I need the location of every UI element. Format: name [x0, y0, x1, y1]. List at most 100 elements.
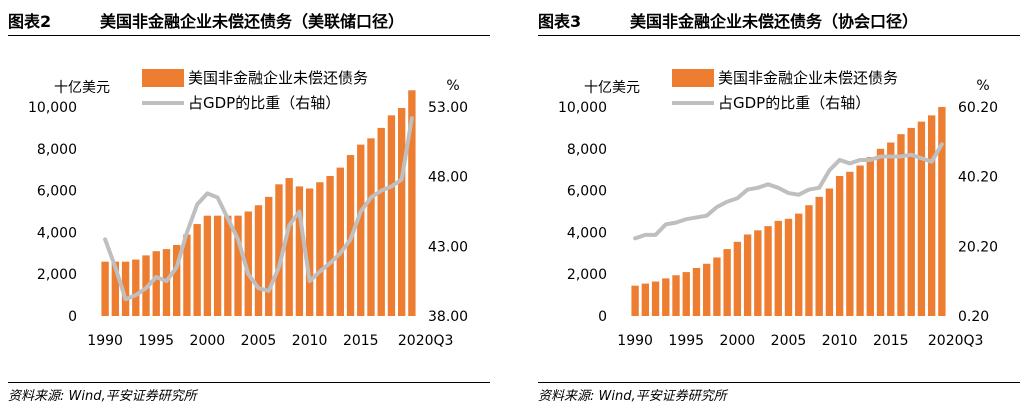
figure-header: 图表2 美国非金融企业未偿还债务（美联储口径）	[8, 8, 490, 32]
bar	[193, 224, 201, 316]
bar	[224, 215, 232, 316]
bar	[703, 263, 711, 316]
y-tick-label-left: 0	[68, 309, 77, 325]
bar	[203, 215, 212, 316]
chart-title: 美国非金融企业未偿还债务（美联储口径）	[100, 12, 405, 31]
y-tick-label-left: 4,000	[567, 225, 607, 241]
bar	[795, 213, 803, 316]
bar	[651, 281, 660, 316]
legend-label-bar: 美国非金融企业未偿还债务	[188, 69, 368, 87]
bar	[408, 90, 416, 316]
bar	[825, 188, 834, 316]
bar	[662, 278, 670, 316]
bar	[774, 220, 782, 316]
y-tick-label-right: 48.00	[428, 170, 468, 186]
figure-header: 图表3 美国非金融企业未偿还债务（协会口径）	[538, 8, 1020, 32]
top-rule	[8, 35, 490, 36]
bar	[856, 165, 864, 316]
series-line	[633, 142, 944, 241]
bar	[387, 115, 396, 316]
series-line	[103, 116, 414, 302]
bar	[244, 211, 252, 316]
bar	[692, 267, 701, 316]
bar	[938, 107, 946, 316]
y-tick-label-right: 60.20	[958, 100, 998, 116]
bar	[917, 121, 926, 316]
y-tick-label-right: 38.00	[428, 309, 468, 325]
bar	[234, 215, 242, 316]
x-tick-label: 2015	[343, 333, 379, 349]
bar	[897, 134, 905, 316]
bar	[377, 127, 385, 317]
y-axis-right-label: %	[446, 78, 459, 94]
bar	[672, 275, 680, 316]
bar	[397, 108, 406, 316]
chart-svg: 十亿美元 % 0 2,000 4,000 6,000 8,000 10,000 38.00 43.…	[28, 69, 468, 349]
y-tick-label-left: 2,000	[567, 267, 607, 283]
bar	[357, 144, 365, 316]
bar	[121, 261, 130, 316]
y-tick-label-left: 10,000	[558, 100, 607, 116]
x-tick-label: 1990	[617, 333, 653, 349]
y-tick-label-right: 20.20	[958, 239, 998, 255]
x-tick-label: 2000	[720, 333, 756, 349]
y-tick-label-left: 4,000	[37, 225, 77, 241]
source-note: 资料来源: Wind,平安证券研究所	[538, 389, 727, 404]
bar	[265, 196, 273, 316]
x-tick-label: 2020Q3	[398, 333, 454, 349]
y-tick-label-right: 43.00	[428, 239, 468, 255]
y-tick-label-right: 53.00	[428, 100, 468, 116]
bar	[846, 171, 854, 316]
bar	[326, 175, 334, 316]
bar	[213, 215, 222, 316]
bar	[254, 205, 263, 316]
bar	[723, 249, 731, 316]
legend-swatch-bar	[142, 69, 184, 87]
bar	[152, 251, 160, 316]
x-tick-label: 2000	[190, 333, 226, 349]
y-tick-label-left: 6,000	[37, 184, 77, 200]
x-tick-label: 1995	[138, 333, 174, 349]
bar	[285, 178, 293, 316]
x-tick-label: 2005	[241, 333, 277, 349]
bar	[183, 234, 191, 316]
legend-label-line: 占GDP的比重（右轴）	[188, 94, 340, 112]
bar	[641, 283, 650, 316]
y-tick-label-left: 8,000	[567, 142, 607, 158]
bar	[784, 218, 793, 316]
bar	[713, 257, 721, 316]
bar	[815, 196, 823, 316]
y-tick-label-left: 2,000	[37, 267, 77, 283]
bar	[295, 186, 304, 316]
bar	[733, 241, 742, 316]
chart-panel-right: 图表3 美国非金融企业未偿还债务（协会口径） 十亿美元% 0 2,000 4,000 6…	[530, 0, 1020, 420]
y-tick-label-right: 40.20	[958, 170, 998, 186]
bar	[631, 285, 639, 316]
bottom-rule	[538, 382, 1020, 383]
chart-panel-left: 图表2 美国非金融企业未偿还债务（美联储口径） 十亿美元% 0 2,000 4,000…	[0, 0, 490, 420]
bar	[743, 234, 752, 316]
bar	[101, 261, 109, 316]
x-tick-label: 2010	[292, 333, 328, 349]
bar	[754, 230, 762, 316]
bar	[367, 138, 375, 316]
x-tick-label: 2020Q3	[928, 333, 984, 349]
x-tick-label: 2005	[771, 333, 807, 349]
bar	[876, 148, 885, 316]
chart-svg: 十亿美元 % 0 2,000 4,000 6,000 8,000 10,000 0.20 20.2…	[558, 69, 998, 349]
figure-number: 图表2	[8, 12, 52, 31]
bar	[173, 244, 181, 316]
bar	[805, 205, 813, 316]
legend-swatch-bar	[672, 69, 714, 87]
y-tick-label-left: 6,000	[567, 184, 607, 200]
bar	[111, 261, 120, 316]
x-tick-label: 2015	[873, 333, 909, 349]
bar	[887, 142, 895, 316]
bar	[316, 182, 324, 316]
figure-number: 图表3	[538, 12, 582, 31]
y-axis-left-label: 十亿美元	[54, 80, 110, 96]
bottom-rule	[8, 382, 490, 383]
bar	[132, 259, 140, 316]
y-tick-label-left: 8,000	[37, 142, 77, 158]
bar	[835, 175, 844, 316]
